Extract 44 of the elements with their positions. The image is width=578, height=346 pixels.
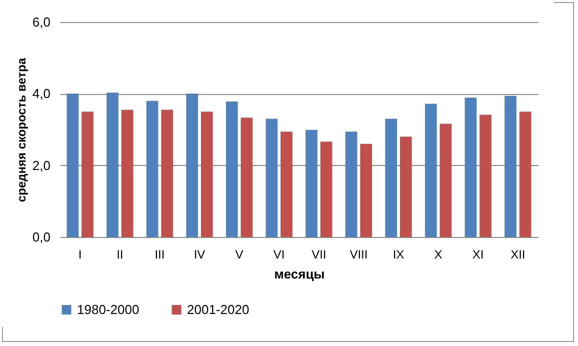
bar: [226, 102, 238, 237]
bar: [240, 118, 253, 237]
x-tick-label: IX: [392, 248, 404, 262]
x-tick-label: XI: [472, 248, 484, 262]
bar: [66, 94, 79, 237]
legend-label: 2001-2020: [187, 302, 250, 317]
x-tick-label: V: [235, 248, 244, 262]
bar: [146, 100, 158, 237]
bar: [519, 112, 532, 237]
y-tick-label: 6,0: [32, 14, 50, 30]
bar: [400, 136, 412, 237]
bar: [186, 94, 198, 237]
bar: [266, 118, 278, 237]
x-tick-label: IV: [194, 248, 206, 262]
x-tick-label: XII: [510, 248, 526, 262]
y-tick-label: 2,0: [32, 158, 50, 173]
bar: [440, 124, 452, 237]
bar: [424, 104, 437, 237]
x-tick-label: VI: [273, 248, 285, 262]
x-tick-label: I: [78, 248, 82, 262]
x-axis-title: месяцы: [274, 266, 325, 282]
bar: [320, 142, 332, 237]
y-tick-label: 0,0: [32, 230, 50, 244]
x-tick-label: III: [154, 248, 165, 262]
bar: [345, 132, 358, 237]
x-tick-label: VII: [312, 248, 326, 262]
legend-label: 1980-2000: [77, 302, 140, 317]
bar: [504, 96, 516, 237]
x-tick-label: VIII: [350, 248, 368, 262]
x-tick-label: X: [434, 248, 442, 262]
x-tick-label: II: [116, 248, 124, 262]
bar: [464, 98, 477, 237]
bar: [360, 144, 372, 237]
bar: [82, 112, 94, 237]
y-tick-label: 4,0: [32, 86, 50, 102]
bar: [385, 118, 398, 237]
bar: [121, 110, 134, 237]
bar: [306, 130, 318, 237]
bar: [106, 92, 118, 237]
bar: [200, 112, 213, 237]
bar: [280, 132, 292, 237]
bar: [161, 110, 174, 237]
bar: [480, 114, 492, 237]
y-axis-title: средняя скорость ветра: [14, 58, 28, 202]
